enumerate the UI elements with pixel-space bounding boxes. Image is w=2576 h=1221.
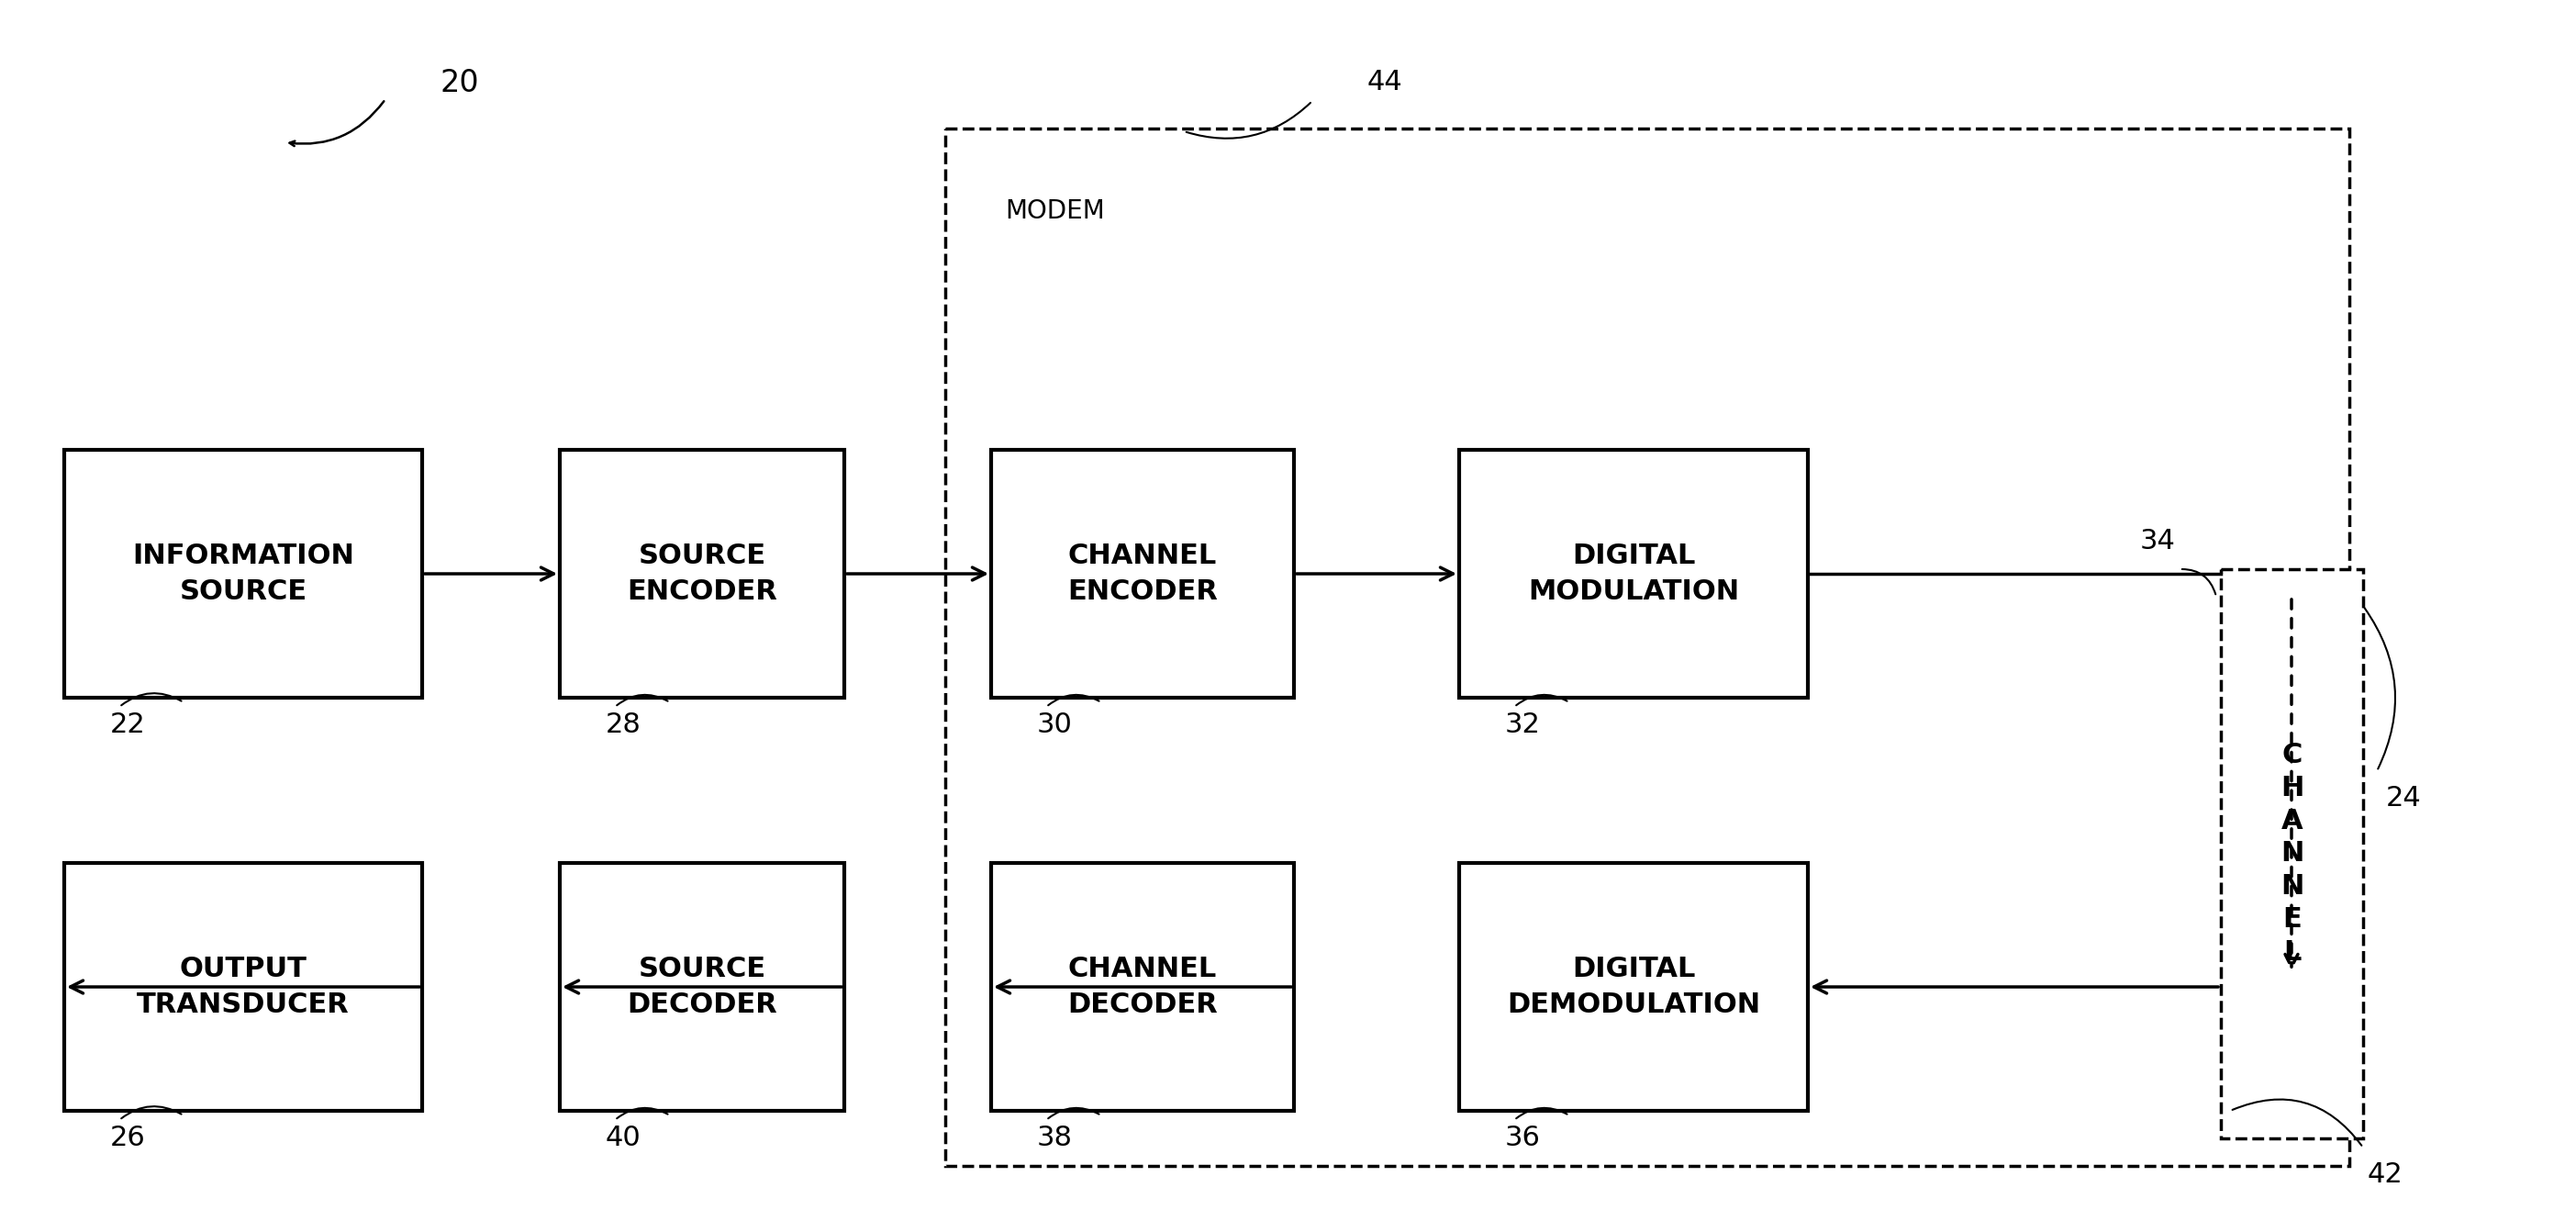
Text: 36: 36 — [1504, 1125, 1540, 1151]
Bar — [64, 449, 422, 697]
Text: 44: 44 — [1368, 70, 1404, 96]
Text: 26: 26 — [111, 1125, 147, 1151]
Bar — [559, 449, 845, 697]
Text: INFORMATION
SOURCE: INFORMATION SOURCE — [131, 543, 353, 604]
Text: C
H
A
N
N
E
L: C H A N N E L — [2280, 741, 2303, 966]
Text: 28: 28 — [605, 712, 641, 739]
Text: 40: 40 — [605, 1125, 641, 1151]
Text: SOURCE
DECODER: SOURCE DECODER — [626, 956, 778, 1018]
Text: SOURCE
ENCODER: SOURCE ENCODER — [626, 543, 778, 604]
Text: OUTPUT
TRANSDUCER: OUTPUT TRANSDUCER — [137, 956, 350, 1018]
Text: CHANNEL
ENCODER: CHANNEL ENCODER — [1066, 543, 1218, 604]
Text: 42: 42 — [2367, 1162, 2403, 1188]
Text: 32: 32 — [1504, 712, 1540, 739]
Text: 34: 34 — [2138, 529, 2174, 556]
Text: DIGITAL
DEMODULATION: DIGITAL DEMODULATION — [1507, 956, 1759, 1018]
Text: 20: 20 — [440, 67, 479, 98]
Text: 30: 30 — [1038, 712, 1072, 739]
Bar — [559, 863, 845, 1111]
Text: 22: 22 — [111, 712, 147, 739]
Text: 24: 24 — [2385, 785, 2421, 812]
Bar — [992, 449, 1293, 697]
Text: MODEM: MODEM — [1005, 198, 1105, 223]
Bar — [2221, 569, 2362, 1138]
Bar — [1458, 863, 1808, 1111]
Text: 38: 38 — [1038, 1125, 1072, 1151]
Bar — [992, 863, 1293, 1111]
Bar — [1458, 449, 1808, 697]
Text: CHANNEL
DECODER: CHANNEL DECODER — [1066, 956, 1218, 1018]
Bar — [945, 128, 2349, 1166]
Text: DIGITAL
MODULATION: DIGITAL MODULATION — [1528, 543, 1739, 604]
Bar — [64, 863, 422, 1111]
